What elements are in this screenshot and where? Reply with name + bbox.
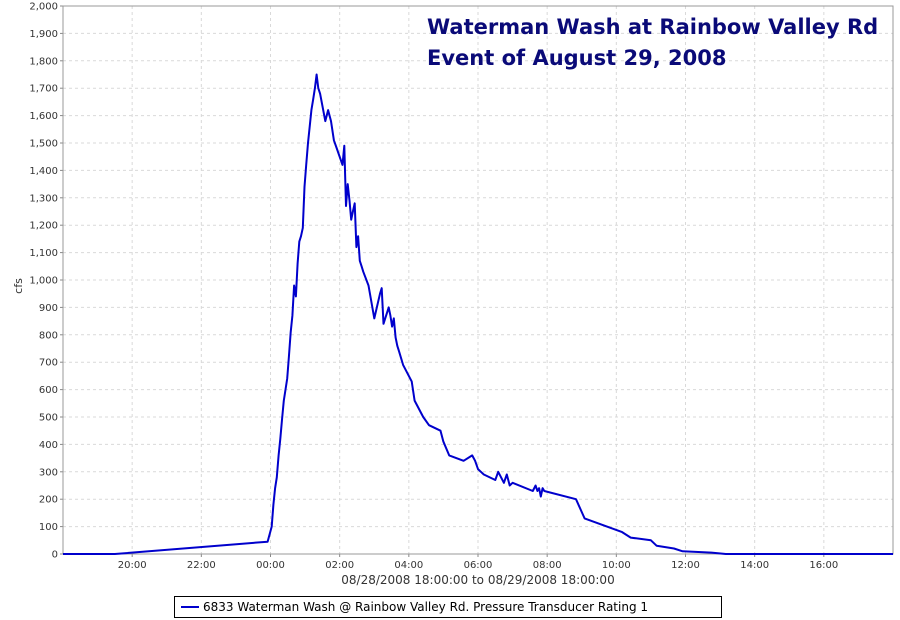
x-tick-label: 00:00 bbox=[256, 560, 285, 571]
series-line bbox=[63, 73, 893, 555]
y-tick-label: 800 bbox=[39, 330, 58, 341]
plot-frame bbox=[62, 5, 894, 555]
legend: 6833 Waterman Wash @ Rainbow Valley Rd. … bbox=[174, 596, 722, 618]
y-tick-label: 700 bbox=[39, 358, 58, 369]
x-tick-label: 14:00 bbox=[740, 560, 769, 571]
y-tick-label: 1,100 bbox=[29, 248, 58, 259]
x-tick-label: 12:00 bbox=[671, 560, 700, 571]
y-tick-label: 1,200 bbox=[29, 221, 58, 232]
y-tick-label: 1,500 bbox=[29, 139, 58, 150]
x-tick-label: 22:00 bbox=[187, 560, 216, 571]
x-tick-label: 16:00 bbox=[809, 560, 838, 571]
x-axis-label: 08/28/2008 18:00:00 to 08/29/2008 18:00:… bbox=[341, 573, 614, 587]
chart: 0 100 200 300 400 500 600 700 800 900 1,000 1,100 1,… bbox=[12, 2, 894, 587]
y-tick-label: 2,000 bbox=[29, 2, 58, 13]
x-tick-label: 20:00 bbox=[118, 560, 147, 571]
x-tick-label: 04:00 bbox=[394, 560, 423, 571]
y-tick-label: 1,000 bbox=[29, 276, 58, 287]
tick-labels: 0 100 200 300 400 500 600 700 800 900 1,000 1,100 1,… bbox=[29, 2, 838, 572]
legend-label: 6833 Waterman Wash @ Rainbow Valley Rd. … bbox=[203, 600, 649, 614]
y-axis-label: cfs bbox=[12, 278, 25, 294]
y-tick-label: 1,300 bbox=[29, 193, 58, 204]
x-tick-label: 06:00 bbox=[464, 560, 493, 571]
y-tick-label: 400 bbox=[39, 440, 58, 451]
y-tick-label: 1,400 bbox=[29, 166, 58, 177]
y-tick-label: 1,800 bbox=[29, 56, 58, 67]
y-tick-label: 1,900 bbox=[29, 29, 58, 40]
y-tick-label: 900 bbox=[39, 303, 58, 314]
legend-swatch bbox=[181, 606, 199, 608]
y-tick-label: 500 bbox=[39, 413, 58, 424]
x-tick-label: 10:00 bbox=[602, 560, 631, 571]
chart-title-line-1: Waterman Wash at Rainbow Valley Rd bbox=[427, 15, 878, 39]
x-tick-label: 08:00 bbox=[533, 560, 562, 571]
y-tick-label: 1,700 bbox=[29, 84, 58, 95]
grid bbox=[63, 5, 893, 554]
y-tick-label: 0 bbox=[52, 550, 58, 561]
y-tick-label: 300 bbox=[39, 467, 58, 478]
y-tick-label: 100 bbox=[39, 522, 58, 533]
y-tick-label: 1,600 bbox=[29, 111, 58, 122]
axes bbox=[60, 5, 894, 557]
y-tick-label: 600 bbox=[39, 385, 58, 396]
y-tick-label: 200 bbox=[39, 495, 58, 506]
chart-title-line-2: Event of August 29, 2008 bbox=[427, 46, 726, 70]
x-tick-label: 02:00 bbox=[325, 560, 354, 571]
series bbox=[63, 73, 893, 555]
